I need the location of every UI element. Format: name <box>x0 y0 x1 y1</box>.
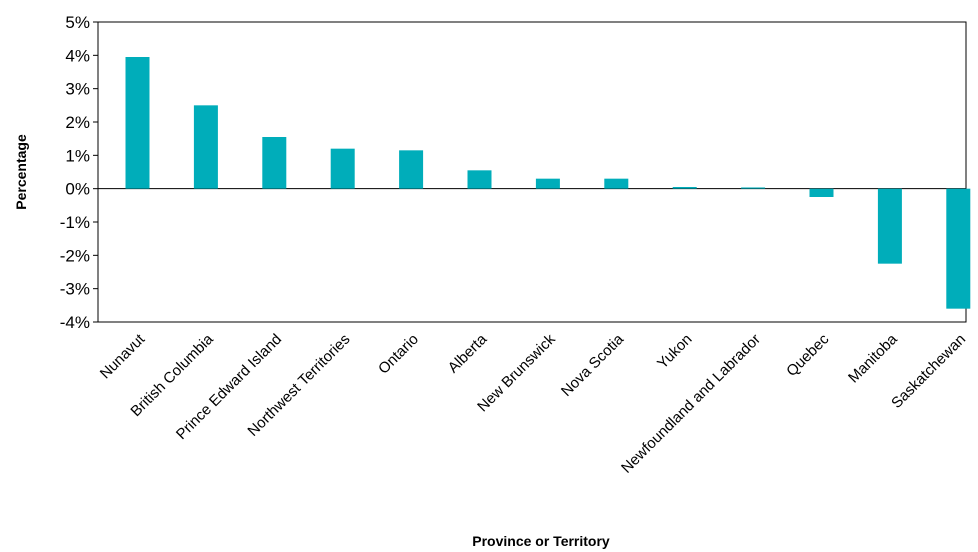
bars-group <box>125 57 971 309</box>
bar-manitoba <box>877 188 902 264</box>
bar-new-brunswick <box>535 178 560 189</box>
y-tick-label: -1% <box>60 213 90 232</box>
y-tick-label: 2% <box>65 113 90 132</box>
y-tick-label: -2% <box>60 246 90 265</box>
bar-quebec <box>809 188 834 197</box>
x-category-label: Alberta <box>445 330 491 376</box>
bar-nunavut <box>125 57 150 189</box>
bar-british-columbia <box>193 105 218 189</box>
y-tick-label: -4% <box>60 313 90 332</box>
y-tick-label: 1% <box>65 146 90 165</box>
x-category-label: Newfoundland and Labrador <box>618 331 764 477</box>
bar-northwest-territories <box>330 148 355 189</box>
y-axis-ticks: 5% 4% 3% 2% 1% 0% -1% -2% -3% -4% <box>60 13 98 332</box>
bar-ontario <box>399 150 424 189</box>
x-category-label: Nova Scotia <box>558 330 628 400</box>
x-category-label: Nunavut <box>97 330 149 382</box>
x-category-label: Yukon <box>654 331 696 373</box>
y-tick-label: 0% <box>65 180 90 199</box>
x-axis-title: Province or Territory <box>472 533 610 549</box>
bar-yukon <box>672 187 697 189</box>
bar-saskatchewan <box>946 188 971 309</box>
x-category-label: Manitoba <box>845 330 901 386</box>
x-category-label: Ontario <box>375 331 422 378</box>
y-tick-label: 3% <box>65 80 90 99</box>
plot-area <box>97 21 967 323</box>
bar-alberta <box>467 170 492 189</box>
y-tick-label: -3% <box>60 280 90 299</box>
y-tick-label: 4% <box>65 46 90 65</box>
x-category-label: Quebec <box>783 330 833 380</box>
y-axis-title: Percentage <box>13 134 29 210</box>
bar-nova-scotia <box>604 178 629 189</box>
bar-newfoundland-and-labrador <box>741 187 766 189</box>
bar-prince-edward-island <box>262 137 287 189</box>
y-tick-label: 5% <box>65 13 90 32</box>
